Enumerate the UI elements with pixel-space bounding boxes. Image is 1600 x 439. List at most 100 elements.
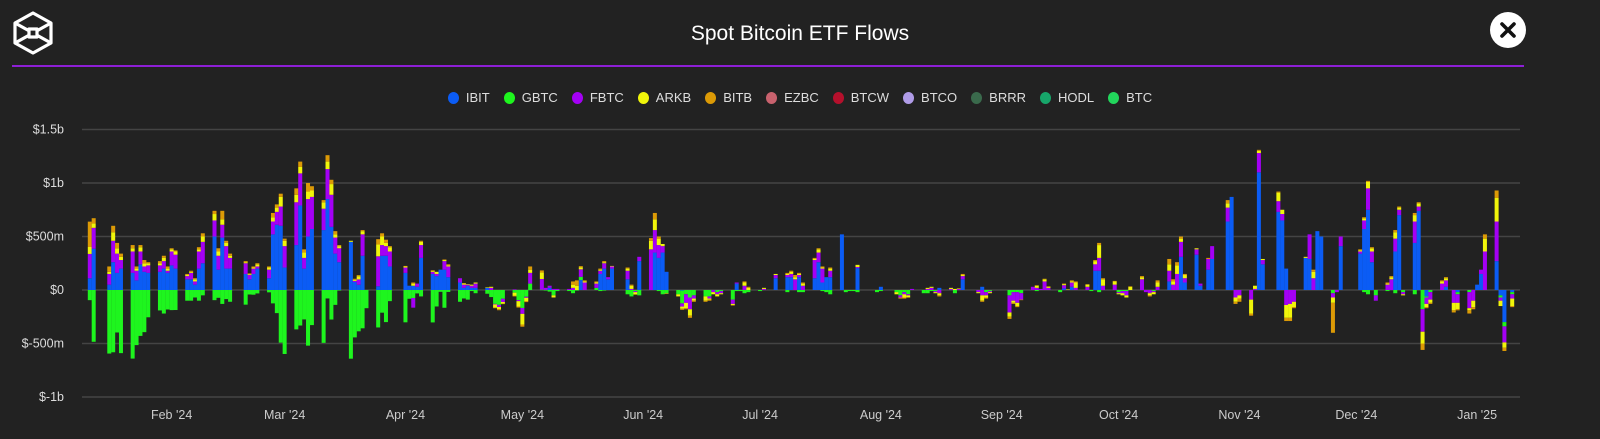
bar-gbtc[interactable] [243, 290, 248, 305]
bar-arkb[interactable] [1046, 286, 1051, 288]
bar-arkb[interactable] [949, 287, 954, 289]
bar-bitb[interactable] [520, 324, 525, 327]
bar-fbtc[interactable] [461, 284, 466, 288]
bar-arkb[interactable] [707, 298, 712, 300]
bar-bitb[interactable] [302, 249, 307, 253]
bar-fbtc[interactable] [111, 240, 116, 263]
bar-gbtc[interactable] [111, 290, 116, 353]
bar-ibit[interactable] [465, 285, 470, 290]
bar-arkb[interactable] [1291, 301, 1296, 308]
bar-arkb[interactable] [1416, 203, 1421, 207]
bar-fbtc[interactable] [793, 279, 798, 290]
bar-bitb[interactable] [1482, 234, 1487, 239]
bar-bitb[interactable] [629, 284, 634, 286]
bar-fbtc[interactable] [1038, 288, 1043, 290]
bar-bitb[interactable] [1073, 281, 1078, 283]
bar-ibit[interactable] [216, 269, 221, 290]
bar-bitb[interactable] [598, 268, 603, 270]
bar-fbtc[interactable] [1042, 281, 1047, 290]
bar-fbtc[interactable] [594, 283, 599, 288]
bar-bitb[interactable] [1494, 190, 1499, 198]
bar-ibit[interactable] [130, 272, 135, 290]
bar-bitb[interactable] [161, 255, 166, 258]
bar-gbtc[interactable] [461, 290, 466, 299]
bar-arkb[interactable] [1249, 299, 1254, 314]
bar-arkb[interactable] [473, 282, 478, 284]
bar-ibit[interactable] [274, 224, 279, 290]
bar-arkb[interactable] [906, 295, 911, 298]
bar-fbtc[interactable] [773, 275, 778, 279]
bar-arkb[interactable] [496, 307, 501, 310]
bar-fbtc[interactable] [812, 260, 817, 279]
bar-fbtc[interactable] [543, 287, 548, 290]
bar-ibit[interactable] [1393, 251, 1398, 290]
bar-arkb[interactable] [1389, 277, 1394, 280]
bar-arkb[interactable] [489, 286, 494, 288]
bar-arkb[interactable] [360, 231, 365, 235]
bar-arkb[interactable] [1260, 258, 1265, 261]
bar-gbtc[interactable] [730, 290, 735, 300]
bar-gbtc[interactable] [1015, 290, 1020, 293]
bar-fbtc[interactable] [267, 269, 272, 279]
bar-bitb[interactable] [625, 267, 630, 269]
bar-fbtc[interactable] [1237, 290, 1242, 296]
bar-ibit[interactable] [824, 277, 829, 290]
bar-gbtc[interactable] [952, 290, 957, 294]
bar-fbtc[interactable] [157, 265, 162, 272]
bar-fbtc[interactable] [473, 283, 478, 288]
bar-fbtc[interactable] [496, 304, 501, 308]
bar-gbtc[interactable] [1510, 292, 1515, 295]
bar-fbtc[interactable] [691, 295, 696, 299]
bar-arkb[interactable] [664, 293, 669, 294]
bar-gbtc[interactable] [703, 290, 708, 297]
bar-bitb[interactable] [329, 179, 334, 185]
bar-gbtc[interactable] [302, 290, 307, 320]
bar-arkb[interactable] [625, 268, 630, 271]
bar-ibit[interactable] [1397, 215, 1402, 290]
bar-ibit[interactable] [1366, 209, 1371, 290]
bar-arkb[interactable] [1120, 293, 1125, 296]
bar-gbtc[interactable] [212, 290, 217, 301]
bar-arkb[interactable] [1358, 250, 1363, 252]
bar-gbtc[interactable] [1034, 290, 1039, 292]
bar-arkb[interactable] [309, 190, 314, 197]
bar-gbtc[interactable] [348, 290, 353, 359]
bar-bitb[interactable] [1502, 347, 1507, 351]
bar-ibit[interactable] [1097, 270, 1102, 290]
bar-bitb[interactable] [1101, 278, 1106, 280]
bar-gbtc[interactable] [434, 290, 439, 307]
bar-bitb[interactable] [1455, 309, 1460, 311]
bar-fbtc[interactable] [415, 283, 420, 287]
bar-arkb[interactable] [816, 249, 821, 253]
bar-bitb[interactable] [228, 253, 233, 256]
bar-arkb[interactable] [976, 292, 981, 294]
bar-ibit[interactable] [937, 287, 942, 290]
bar-ibit[interactable] [146, 272, 151, 290]
bar-arkb[interactable] [500, 301, 505, 304]
bar-bitb[interactable] [274, 204, 279, 208]
bar-arkb[interactable] [691, 298, 696, 301]
bar-fbtc[interactable] [1167, 270, 1172, 282]
bar-arkb[interactable] [929, 286, 934, 288]
bar-arkb[interactable] [329, 184, 334, 195]
bar-gbtc[interactable] [820, 290, 825, 292]
bar-bitb[interactable] [1112, 280, 1117, 282]
bar-gbtc[interactable] [196, 290, 201, 301]
bar-bitb[interactable] [278, 193, 283, 197]
bar-gbtc[interactable] [843, 290, 848, 293]
bar-arkb[interactable] [1443, 278, 1448, 281]
bar-fbtc[interactable] [298, 173, 303, 206]
bar-fbtc[interactable] [383, 246, 388, 256]
bar-arkb[interactable] [1237, 295, 1242, 299]
bar-arkb[interactable] [1097, 245, 1102, 258]
bar-fbtc[interactable] [193, 281, 198, 285]
bar-ibit[interactable] [333, 253, 338, 290]
bar-gbtc[interactable] [1124, 290, 1129, 292]
bar-arkb[interactable] [255, 264, 260, 267]
bar-bitb[interactable] [380, 233, 385, 237]
legend-item-bitb[interactable]: BITB [705, 90, 752, 105]
bar-ibit[interactable] [1475, 284, 1480, 290]
bar-gbtc[interactable] [1385, 290, 1390, 292]
bar-bitb[interactable] [337, 245, 342, 247]
bar-ibit[interactable] [1210, 258, 1215, 290]
